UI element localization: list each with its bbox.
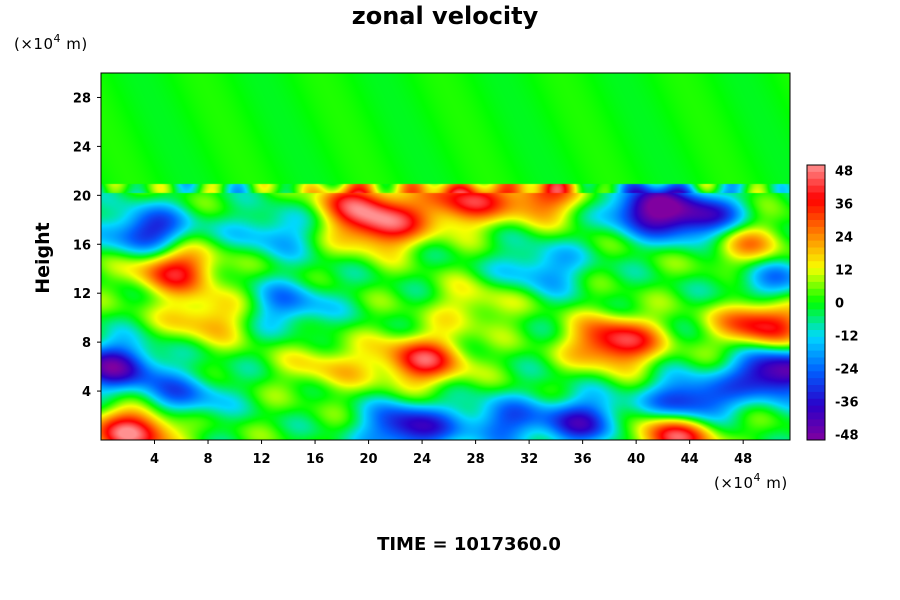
x-tick-label: 16 — [306, 452, 324, 467]
colorbar-band — [807, 226, 825, 235]
colorbar-band — [807, 281, 825, 290]
colorbar-tick-label: 12 — [835, 264, 853, 279]
plot-frame — [100, 72, 791, 441]
y-tick-label: 16 — [73, 238, 91, 253]
colorbar-tick-label: -24 — [835, 363, 859, 378]
colorbar-tick-label: -12 — [835, 330, 859, 345]
colorbar-band — [807, 398, 825, 407]
colorbar-band — [807, 288, 825, 297]
colorbar-band — [807, 247, 825, 255]
chart-title: zonal velocity — [352, 2, 539, 30]
colorbar-band — [807, 364, 825, 372]
colorbar-tick-label: 0 — [835, 297, 844, 312]
colorbar-band — [807, 378, 825, 386]
colorbar-band — [807, 295, 825, 303]
heatmap-plot — [101, 73, 790, 440]
colorbar-band — [807, 350, 825, 358]
x-tick-label: 8 — [204, 452, 213, 467]
colorbar-band — [807, 268, 825, 276]
y-tick-label: 24 — [73, 140, 91, 155]
y-tick-label: 20 — [73, 189, 91, 204]
x-tick-label: 20 — [360, 452, 378, 467]
heatmap-image — [101, 73, 790, 440]
colorbar-band — [807, 323, 825, 331]
time-label: TIME = 1017360.0 — [377, 534, 561, 555]
colorbar — [806, 164, 826, 441]
x-tick-label: 36 — [574, 452, 592, 467]
colorbar-band — [807, 240, 825, 248]
colorbar-band — [807, 391, 825, 400]
colorbar-band — [807, 330, 825, 338]
colorbar-band — [807, 254, 825, 262]
colorbar-band — [807, 426, 825, 434]
x-axis-unit: (×104 m) — [714, 471, 788, 492]
y-tick-label: 28 — [73, 91, 91, 106]
colorbar-band — [807, 405, 825, 413]
x-tick-label: 28 — [467, 452, 485, 467]
x-tick-label: 40 — [627, 452, 645, 467]
colorbar-band — [807, 371, 825, 379]
colorbar-band — [807, 220, 825, 228]
x-tick-label: 12 — [252, 452, 270, 467]
colorbar-band — [807, 336, 825, 345]
x-axis-ticks: 4 8 12 16 20 24 28 32 36 40 44 48 — [150, 440, 752, 467]
colorbar-tick-label: 36 — [835, 198, 853, 213]
colorbar-band — [807, 309, 825, 317]
colorbar-band — [807, 171, 825, 180]
colorbar-band — [807, 165, 825, 173]
colorbar-tick-label: 48 — [835, 165, 853, 180]
colorbar-band — [807, 357, 825, 365]
colorbar-tick-label: -48 — [835, 429, 859, 444]
colorbar-tick-label: 24 — [835, 231, 853, 246]
colorbar-band — [807, 412, 825, 420]
colorbar-band — [807, 419, 825, 427]
colorbar-band — [807, 433, 825, 441]
colorbar-band — [807, 206, 825, 214]
colorbar-ticks: 48 36 24 12 0 -12 -24 -36 -48 — [835, 165, 859, 444]
y-axis-ticks: 4 8 12 16 20 24 28 — [73, 91, 101, 400]
colorbar-band — [807, 261, 825, 269]
y-axis-label: Height — [32, 222, 54, 294]
colorbar-band — [807, 385, 825, 393]
colorbar-band — [807, 233, 825, 242]
colorbar-band — [807, 275, 825, 283]
colorbar-band — [807, 199, 825, 207]
x-tick-label: 24 — [413, 452, 431, 467]
colorbar-band — [807, 185, 825, 193]
x-tick-label: 48 — [734, 452, 752, 467]
x-tick-label: 44 — [681, 452, 699, 467]
colorbar-band — [807, 192, 825, 200]
colorbar-band — [807, 316, 825, 324]
x-tick-label: 32 — [520, 452, 538, 467]
y-tick-label: 12 — [73, 287, 91, 302]
y-axis-unit: (×104 m) — [14, 32, 88, 53]
y-tick-label: 8 — [82, 336, 91, 351]
colorbar-band — [807, 213, 825, 221]
colorbar-band — [807, 178, 825, 187]
colorbar-tick-label: -36 — [835, 396, 859, 411]
colorbar-band — [807, 302, 825, 310]
colorbar-band — [807, 343, 825, 352]
colorbar-frame — [806, 164, 826, 441]
x-tick-label: 4 — [150, 452, 159, 467]
y-tick-label: 4 — [82, 385, 91, 400]
